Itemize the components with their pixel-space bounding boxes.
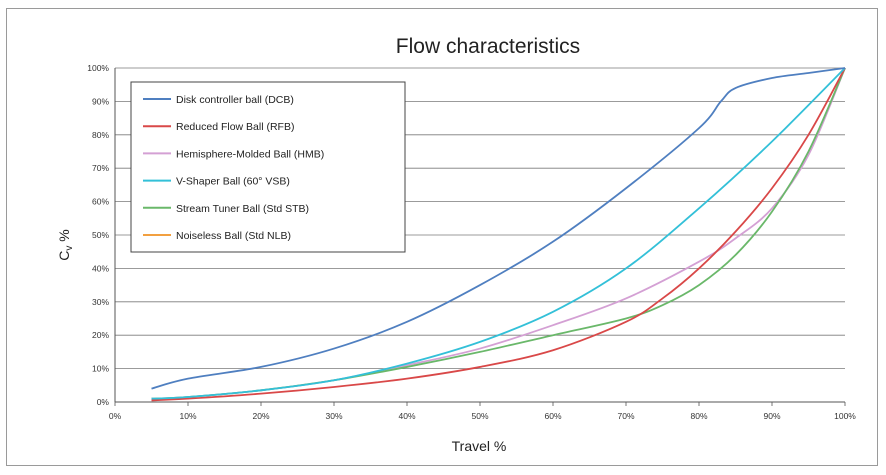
series-line-3 (151, 67, 846, 400)
y-axis-label: Cv % (56, 229, 75, 260)
y-tick-label: 40% (92, 263, 109, 273)
y-tick-label: 20% (92, 330, 109, 340)
x-tick-label: 30% (325, 411, 342, 421)
y-tick-label: 50% (92, 230, 109, 240)
legend-item-label: Reduced Flow Ball (RFB) (176, 121, 294, 133)
y-tick-label: 0% (97, 397, 110, 407)
legend-box (130, 81, 406, 253)
flow-characteristics-chart: Flow characteristics 0% 10% 20% 30% 40% 50% 60… (56, 35, 856, 454)
x-tick-label: 0% (109, 411, 122, 421)
x-tick-label: 100% (834, 411, 856, 421)
y-tick-label: 80% (92, 130, 109, 140)
y-tick-label: 100% (87, 63, 109, 73)
y-tick-label: 10% (92, 364, 109, 374)
y-tick-label: 60% (92, 197, 109, 207)
chart-frame: Flow characteristics 0% 10% 20% 30% 40% 50% 60… (6, 8, 878, 466)
x-tick-label: 90% (763, 411, 780, 421)
chart-title: Flow characteristics (396, 35, 580, 58)
legend-item-label: Hemisphere-Molded Ball (HMB) (176, 148, 324, 160)
legend: Disk controller ball (DCB) Reduced Flow B… (130, 81, 406, 253)
x-tick-label: 60% (544, 411, 561, 421)
legend-item-label: V-Shaper Ball (60° VSB) (176, 176, 290, 188)
y-axis-label-unit: % (56, 229, 72, 245)
y-tick-label: 30% (92, 297, 109, 307)
series-line-1 (151, 67, 846, 402)
legend-item-label: Stream Tuner Ball (Std STB) (176, 203, 309, 215)
series-lines (151, 67, 846, 402)
tick-labels: 0% 10% 20% 30% 40% 50% 60% 70% 80% 90% 100% 0% 10% 20… (87, 63, 856, 421)
y-axis-label-sub: v (64, 246, 75, 251)
x-tick-label: 70% (617, 411, 634, 421)
x-axis-label: Travel % (452, 438, 507, 454)
x-tick-label: 20% (252, 411, 269, 421)
x-tick-label: 10% (179, 411, 196, 421)
legend-item-label: Noiseless Ball (Std NLB) (176, 230, 291, 242)
x-tick-label: 40% (398, 411, 415, 421)
y-tick-label: 70% (92, 163, 109, 173)
y-tick-label: 90% (92, 96, 109, 106)
series-line-0 (151, 67, 846, 390)
x-tick-label: 80% (690, 411, 707, 421)
legend-item-label: Disk controller ball (DCB) (176, 94, 294, 106)
x-tick-label: 50% (471, 411, 488, 421)
y-axis-label-main: C (56, 251, 72, 261)
